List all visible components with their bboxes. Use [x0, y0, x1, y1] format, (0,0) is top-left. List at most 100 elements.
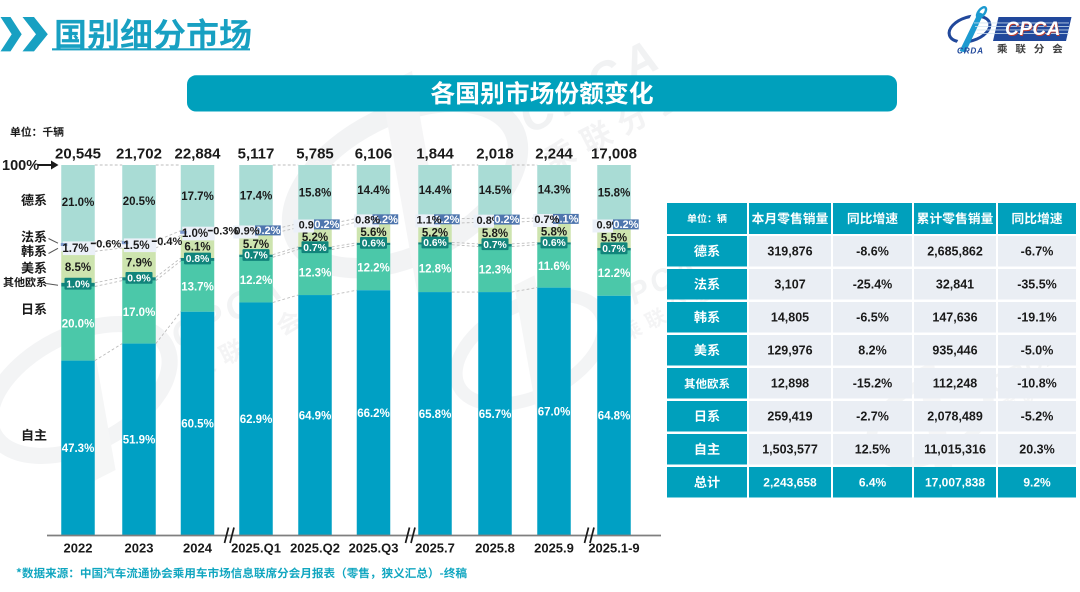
svg-text:67.0%: 67.0%: [538, 407, 571, 419]
svg-text:9.2%: 9.2%: [1023, 476, 1051, 490]
svg-text:2025.8: 2025.8: [475, 541, 515, 556]
svg-text:CPCA: CPCA: [1005, 19, 1061, 40]
svg-text:CRDA: CRDA: [957, 47, 984, 56]
svg-text:22,884: 22,884: [175, 146, 222, 163]
svg-text:7.9%: 7.9%: [126, 257, 152, 269]
svg-text:3,107: 3,107: [774, 278, 805, 292]
svg-text:1,844: 1,844: [416, 146, 454, 163]
svg-text:-2.7%: -2.7%: [856, 410, 889, 424]
svg-text:14,805: 14,805: [771, 311, 809, 325]
svg-text:14.4%: 14.4%: [419, 185, 452, 197]
svg-text:64.8%: 64.8%: [598, 411, 631, 423]
svg-text:0.7%: 0.7%: [483, 240, 506, 251]
svg-text:5.8%: 5.8%: [482, 228, 508, 240]
svg-text:12.8%: 12.8%: [419, 263, 452, 275]
svg-text:12,898: 12,898: [771, 377, 809, 391]
svg-text:-6.5%: -6.5%: [856, 311, 889, 325]
svg-text:319,876: 319,876: [767, 245, 812, 259]
svg-text:0.7%: 0.7%: [602, 244, 625, 255]
svg-text:17.4%: 17.4%: [240, 190, 273, 202]
svg-text:21.0%: 21.0%: [62, 197, 95, 209]
svg-text:2,243,658: 2,243,658: [763, 476, 817, 490]
svg-text:2,018: 2,018: [476, 146, 514, 163]
svg-text:0.9%: 0.9%: [127, 274, 150, 285]
svg-text:15.8%: 15.8%: [299, 188, 332, 200]
svg-text:259,419: 259,419: [767, 410, 812, 424]
svg-text:1.0%: 1.0%: [182, 228, 208, 240]
svg-text:5,117: 5,117: [238, 146, 275, 163]
svg-text:0.8%: 0.8%: [355, 215, 380, 227]
svg-text:0.7%: 0.7%: [244, 251, 267, 262]
svg-text:112,248: 112,248: [933, 377, 978, 391]
svg-text:17,007,838: 17,007,838: [925, 476, 985, 490]
svg-text:11,015,316: 11,015,316: [924, 443, 986, 457]
svg-text:0.7%: 0.7%: [303, 243, 326, 254]
svg-text:8.5%: 8.5%: [65, 262, 91, 274]
svg-text:2025.1-9: 2025.1-9: [588, 541, 639, 556]
svg-text:0.2%: 0.2%: [314, 219, 339, 231]
svg-text:5.7%: 5.7%: [243, 239, 269, 251]
svg-text:1.0%: 1.0%: [66, 279, 89, 290]
svg-text:12.3%: 12.3%: [299, 267, 332, 279]
svg-text:0.2%: 0.2%: [494, 214, 519, 226]
svg-text:0.4%: 0.4%: [157, 236, 182, 248]
svg-text:-25.4%: -25.4%: [853, 278, 893, 292]
svg-text:2,078,489: 2,078,489: [927, 410, 983, 424]
svg-text:21,702: 21,702: [116, 146, 162, 163]
svg-text:2025.9: 2025.9: [534, 541, 574, 556]
svg-text:65.7%: 65.7%: [479, 409, 512, 421]
svg-text:-15.2%: -15.2%: [853, 377, 893, 391]
svg-text:65.8%: 65.8%: [419, 409, 452, 421]
svg-text:0.8%: 0.8%: [186, 254, 209, 265]
svg-text:2025.7: 2025.7: [415, 541, 455, 556]
svg-text:-6.7%: -6.7%: [1021, 245, 1054, 259]
svg-text:13.7%: 13.7%: [181, 281, 214, 293]
svg-text:129,976: 129,976: [767, 344, 812, 358]
svg-text:2024: 2024: [183, 541, 213, 556]
svg-text:-8.6%: -8.6%: [856, 245, 889, 259]
svg-text:20,545: 20,545: [55, 146, 101, 163]
svg-text:20.5%: 20.5%: [123, 196, 156, 208]
svg-text:-19.1%: -19.1%: [1017, 311, 1057, 325]
svg-text:2025.Q2: 2025.Q2: [290, 541, 340, 556]
svg-text:12.2%: 12.2%: [357, 263, 390, 275]
svg-text:14.5%: 14.5%: [479, 185, 512, 197]
svg-text:1.1%: 1.1%: [417, 215, 442, 227]
svg-text:5,785: 5,785: [296, 146, 334, 163]
svg-text:2025.Q1: 2025.Q1: [231, 541, 281, 556]
svg-text:1,503,577: 1,503,577: [762, 443, 818, 457]
svg-text:12.2%: 12.2%: [598, 268, 631, 280]
svg-text:32,841: 32,841: [936, 278, 974, 292]
svg-text:2,685,862: 2,685,862: [927, 245, 983, 259]
svg-text:66.2%: 66.2%: [357, 408, 390, 420]
svg-text:0.3%: 0.3%: [213, 226, 238, 238]
svg-text:11.6%: 11.6%: [538, 261, 570, 273]
svg-text:14.3%: 14.3%: [538, 185, 571, 197]
svg-text:-5.2%: -5.2%: [1021, 410, 1054, 424]
svg-text:1.5%: 1.5%: [123, 240, 149, 252]
svg-text:-5.0%: -5.0%: [1021, 344, 1054, 358]
svg-text:51.9%: 51.9%: [123, 435, 156, 447]
svg-text:0.6%: 0.6%: [423, 238, 446, 249]
svg-text:2025.Q3: 2025.Q3: [349, 541, 399, 556]
svg-text:2023: 2023: [125, 541, 154, 556]
svg-text:0.6%: 0.6%: [96, 238, 121, 250]
svg-text:12.3%: 12.3%: [479, 264, 512, 276]
svg-text:20.3%: 20.3%: [1019, 443, 1054, 457]
svg-text:20.0%: 20.0%: [62, 319, 95, 331]
svg-text:147,636: 147,636: [932, 311, 977, 325]
svg-text:6,106: 6,106: [355, 146, 393, 163]
svg-text:17.7%: 17.7%: [181, 191, 214, 203]
svg-text:15.8%: 15.8%: [598, 188, 631, 200]
svg-text:8.2%: 8.2%: [858, 344, 887, 358]
svg-text:60.5%: 60.5%: [181, 419, 214, 431]
svg-text:0.6%: 0.6%: [362, 239, 385, 250]
svg-text:-10.8%: -10.8%: [1017, 377, 1057, 391]
svg-text:6.4%: 6.4%: [859, 476, 887, 490]
svg-text:100%: 100%: [2, 158, 39, 174]
svg-text:1.7%: 1.7%: [62, 243, 88, 255]
svg-text:2022: 2022: [64, 541, 93, 556]
svg-text:-35.5%: -35.5%: [1017, 278, 1057, 292]
svg-text:12.5%: 12.5%: [855, 443, 890, 457]
svg-text:2,244: 2,244: [535, 146, 573, 163]
